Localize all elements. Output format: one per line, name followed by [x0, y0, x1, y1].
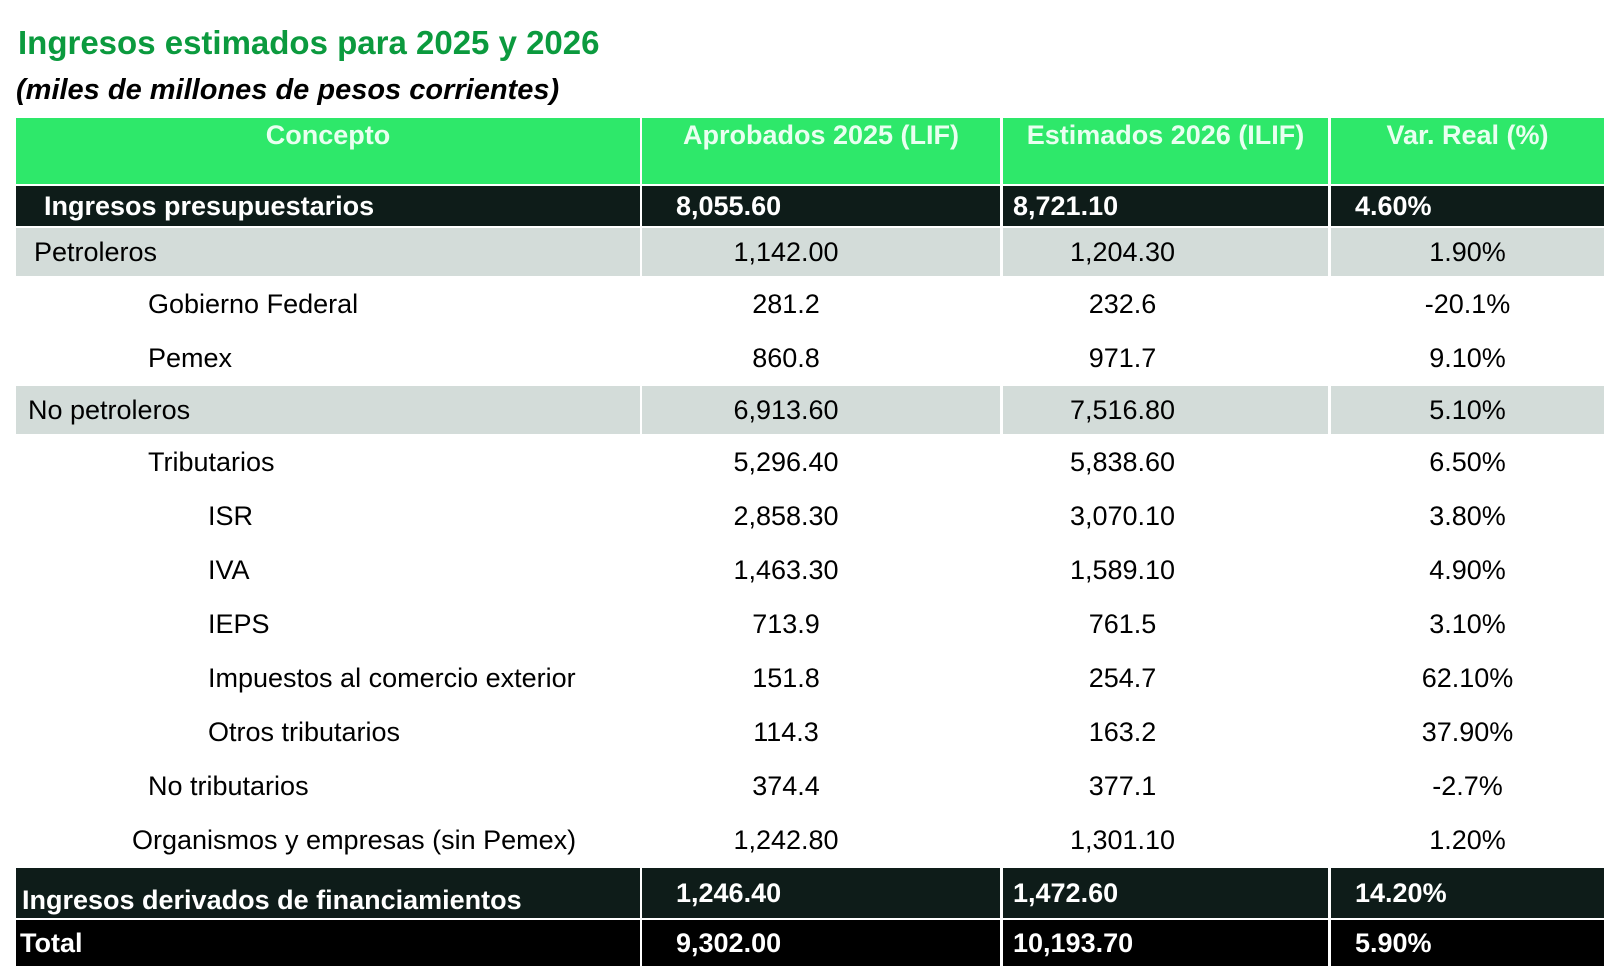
cell-var: 5.10% — [1331, 386, 1604, 434]
page-subtitle: (miles de millones de pesos corrientes) — [16, 74, 560, 106]
cell-var: 6.50% — [1331, 436, 1604, 488]
cell-v2025: 1,463.30 — [642, 544, 1000, 596]
cell-label: Organismos y empresas (sin Pemex) — [16, 814, 640, 866]
cell-var: 1.90% — [1331, 228, 1604, 276]
table-row: IVA 1,463.30 1,589.10 4.90% — [16, 544, 1604, 598]
cell-v2025: 5,296.40 — [642, 436, 1000, 488]
cell-v2025: 374.4 — [642, 760, 1000, 812]
cell-var: 4.90% — [1331, 544, 1604, 596]
cell-v2026: 971.7 — [1003, 332, 1328, 384]
cell-var: 4.60% — [1331, 186, 1604, 226]
table-row: Ingresos presupuestarios 8,055.60 8,721.10… — [16, 186, 1604, 228]
cell-var: 5.90% — [1331, 920, 1604, 966]
table-row: Otros tributarios 114.3 163.2 37.90% — [16, 706, 1604, 760]
cell-label: Ingresos derivados de financiamientos — [16, 868, 640, 918]
cell-label: ISR — [16, 490, 640, 542]
table-row: Petroleros 1,142.00 1,204.30 1.90% — [16, 228, 1604, 278]
cell-v2025: 2,858.30 — [642, 490, 1000, 542]
cell-v2025: 1,246.40 — [642, 868, 1000, 918]
cell-v2026: 232.6 — [1003, 278, 1328, 330]
page-title: Ingresos estimados para 2025 y 2026 — [18, 24, 600, 61]
cell-label: Total — [16, 920, 640, 966]
cell-v2025: 1,142.00 — [642, 228, 1000, 276]
cell-var: 3.10% — [1331, 598, 1604, 650]
table-header: Concepto Aprobados 2025 (LIF) Estimados … — [16, 118, 1604, 186]
cell-label: Gobierno Federal — [16, 278, 640, 330]
cell-label: Petroleros — [16, 228, 640, 276]
cell-v2026: 254.7 — [1003, 652, 1328, 704]
header-concepto: Concepto — [16, 118, 640, 184]
cell-label: IVA — [16, 544, 640, 596]
cell-label: Otros tributarios — [16, 706, 640, 758]
cell-v2026: 1,204.30 — [1003, 228, 1328, 276]
table-row: Impuestos al comercio exterior 151.8 254.7… — [16, 652, 1604, 706]
cell-v2026: 8,721.10 — [1003, 186, 1328, 226]
table-row: IEPS 713.9 761.5 3.10% — [16, 598, 1604, 652]
header-var-real: Var. Real (%) — [1331, 118, 1604, 184]
table-row: Tributarios 5,296.40 5,838.60 6.50% — [16, 436, 1604, 490]
cell-var: 1.20% — [1331, 814, 1604, 866]
cell-v2025: 151.8 — [642, 652, 1000, 704]
cell-v2025: 9,302.00 — [642, 920, 1000, 966]
table-row: Pemex 860.8 971.7 9.10% — [16, 332, 1604, 386]
table-row: No tributarios 374.4 377.1 -2.7% — [16, 760, 1604, 814]
cell-v2026: 377.1 — [1003, 760, 1328, 812]
revenue-table: Concepto Aprobados 2025 (LIF) Estimados … — [16, 118, 1604, 968]
cell-v2026: 7,516.80 — [1003, 386, 1328, 434]
cell-v2025: 713.9 — [642, 598, 1000, 650]
cell-v2026: 1,301.10 — [1003, 814, 1328, 866]
cell-v2026: 10,193.70 — [1003, 920, 1328, 966]
cell-var: 3.80% — [1331, 490, 1604, 542]
cell-label: Pemex — [16, 332, 640, 384]
cell-v2025: 281.2 — [642, 278, 1000, 330]
cell-v2026: 3,070.10 — [1003, 490, 1328, 542]
cell-v2026: 5,838.60 — [1003, 436, 1328, 488]
cell-label: No tributarios — [16, 760, 640, 812]
cell-v2025: 860.8 — [642, 332, 1000, 384]
cell-var: 14.20% — [1331, 868, 1604, 918]
cell-var: -20.1% — [1331, 278, 1604, 330]
cell-label: Ingresos presupuestarios — [16, 186, 640, 226]
cell-v2026: 1,472.60 — [1003, 868, 1328, 918]
table-row: No petroleros 6,913.60 7,516.80 5.10% — [16, 386, 1604, 436]
cell-v2025: 114.3 — [642, 706, 1000, 758]
table-row: Total 9,302.00 10,193.70 5.90% — [16, 920, 1604, 968]
table-row: Organismos y empresas (sin Pemex) 1,242.8… — [16, 814, 1604, 868]
cell-var: 9.10% — [1331, 332, 1604, 384]
header-aprobados-2025: Aprobados 2025 (LIF) — [642, 118, 1000, 184]
cell-v2025: 6,913.60 — [642, 386, 1000, 434]
cell-v2026: 163.2 — [1003, 706, 1328, 758]
cell-label: IEPS — [16, 598, 640, 650]
cell-var: 37.90% — [1331, 706, 1604, 758]
table-row: ISR 2,858.30 3,070.10 3.80% — [16, 490, 1604, 544]
table-row: Gobierno Federal 281.2 232.6 -20.1% — [16, 278, 1604, 332]
cell-v2025: 8,055.60 — [642, 186, 1000, 226]
header-estimados-2026: Estimados 2026 (ILIF) — [1003, 118, 1328, 184]
cell-label: Tributarios — [16, 436, 640, 488]
cell-v2026: 1,589.10 — [1003, 544, 1328, 596]
cell-var: 62.10% — [1331, 652, 1604, 704]
cell-v2025: 1,242.80 — [642, 814, 1000, 866]
cell-var: -2.7% — [1331, 760, 1604, 812]
table-row: Ingresos derivados de financiamientos 1,2… — [16, 868, 1604, 920]
cell-label: No petroleros — [16, 386, 640, 434]
cell-v2026: 761.5 — [1003, 598, 1328, 650]
cell-label: Impuestos al comercio exterior — [16, 652, 640, 704]
